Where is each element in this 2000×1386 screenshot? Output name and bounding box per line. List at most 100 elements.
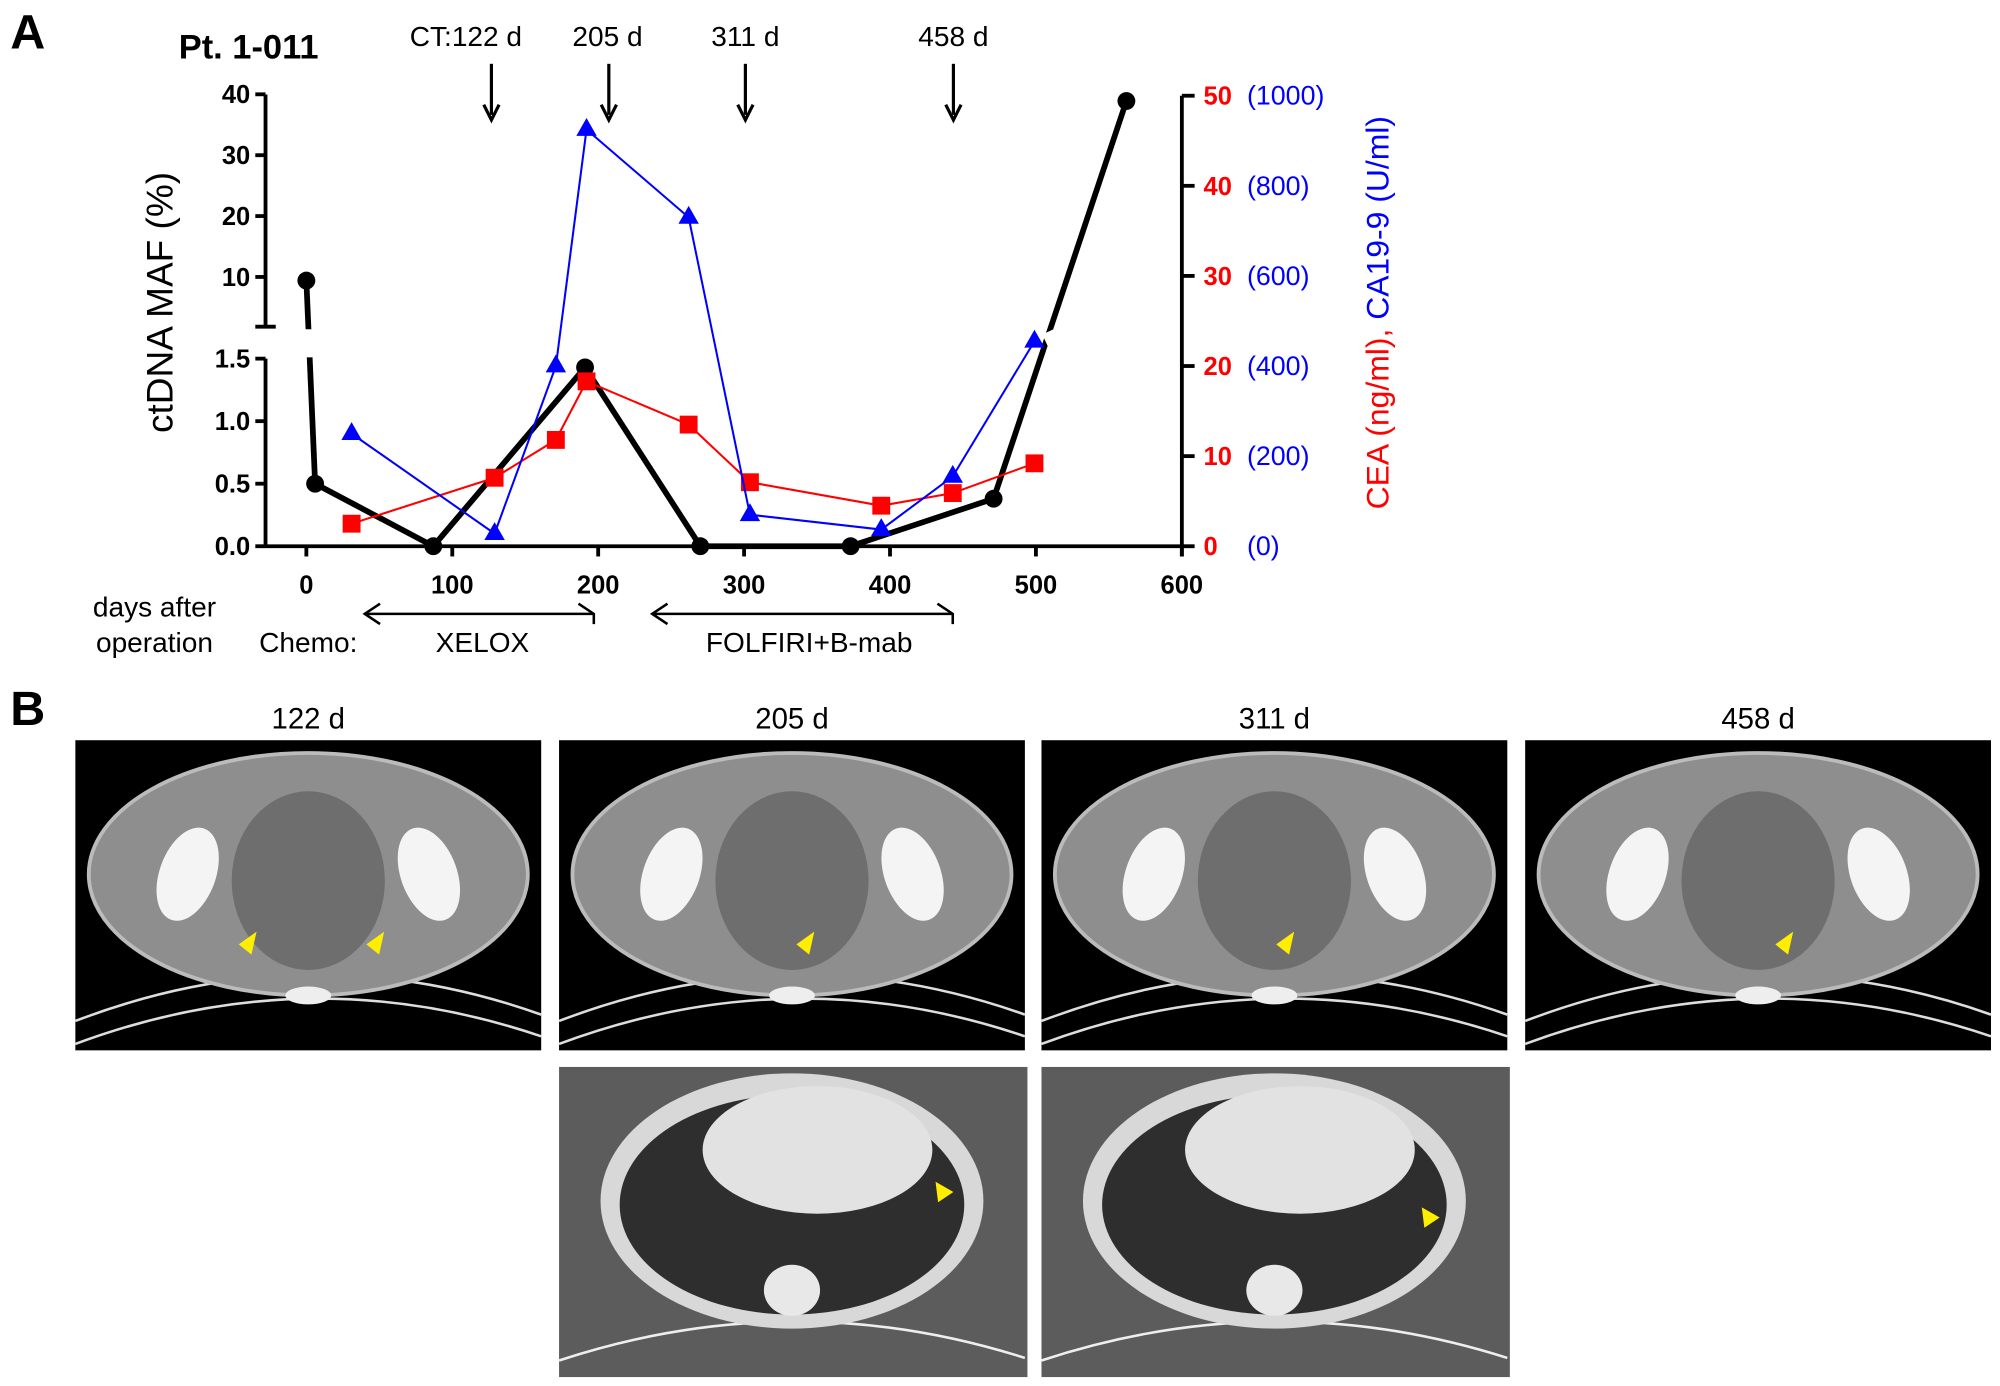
lesion-arrowhead-icon <box>796 931 815 955</box>
series-line-segment <box>990 100 1130 500</box>
timepoint-label: 205 d <box>755 703 828 736</box>
data-point-ctdna <box>576 358 594 377</box>
x-tick-label: 0 <box>299 571 313 599</box>
data-point-cea <box>1025 454 1044 473</box>
right-tick-label-cea: 30 <box>1204 263 1232 291</box>
xaxis-caption-line1: days after <box>93 591 216 622</box>
chemo-regimen-label: XELOX <box>436 627 530 658</box>
series-line-segment <box>431 365 588 549</box>
series-line-segment <box>554 380 588 441</box>
x-tick-label: 100 <box>431 571 474 599</box>
data-point-cea <box>485 468 504 487</box>
y-tick-label: 1.5 <box>215 346 250 374</box>
right-tick-label-ca199: (800) <box>1247 171 1310 201</box>
panel-b-label: B <box>10 682 45 736</box>
lesion-arrowhead-icon <box>1276 931 1295 955</box>
series-line-segment <box>586 380 690 426</box>
right-tick-label-ca199: (1000) <box>1247 81 1324 111</box>
right-tick-label-cea: 10 <box>1204 443 1232 471</box>
pelvic-ct-image <box>558 740 1026 1051</box>
line-break-gap <box>296 329 317 358</box>
series-line-segment <box>849 495 995 549</box>
series-line-segment <box>749 513 882 531</box>
data-point-ca199 <box>739 503 761 522</box>
y-tick-label: 0.0 <box>215 533 250 561</box>
arrowhead-icon <box>944 103 963 124</box>
right-tick-label-cea: 0 <box>1204 533 1218 561</box>
data-point-cea <box>342 514 361 533</box>
right-axis-title-ca199: CA19-9 (U/ml) <box>1360 116 1396 320</box>
series-line-segment <box>493 365 557 534</box>
lesion-arrowhead-icon <box>1775 931 1794 955</box>
x-tick-label: 600 <box>1161 571 1204 599</box>
arrowhead-icon <box>736 103 755 124</box>
pelvic-ct-image <box>74 740 542 1051</box>
series-line-segment <box>351 432 496 535</box>
data-point-ca199 <box>576 118 597 136</box>
data-point-ctdna <box>984 489 1003 508</box>
ct-marker-label: CT:122 d <box>410 21 522 52</box>
series-line-segment <box>582 365 703 548</box>
data-point-ctdna <box>306 474 325 493</box>
pelvic-ct-image <box>1524 740 1992 1051</box>
chest-ct-image <box>1041 1066 1510 1378</box>
right-tick-label-ca199: (400) <box>1247 351 1310 381</box>
data-point-cea <box>679 415 698 434</box>
data-point-ctdna <box>1117 92 1136 110</box>
chemo-label: Chemo: <box>259 627 357 658</box>
data-point-ctdna <box>297 271 316 290</box>
data-point-cea <box>577 372 596 391</box>
left-axis-title: ctDNA MAF (%) <box>138 172 180 433</box>
y-tick-label: 0.5 <box>215 471 250 499</box>
data-point-ca199 <box>545 354 567 373</box>
ct-marker-label: 205 d <box>572 21 642 52</box>
data-point-ca199 <box>942 464 963 483</box>
right-axis-title-cea: CEA (ng/ml), <box>1360 320 1396 510</box>
series-line-segment <box>952 462 1035 495</box>
y-tick-label: 20 <box>222 203 250 231</box>
lesion-arrowhead-icon <box>366 931 385 955</box>
y-tick-label: 10 <box>222 264 250 292</box>
series-line-segment <box>881 492 953 507</box>
series-line-segment <box>687 423 751 484</box>
arrowhead-icon <box>599 103 618 124</box>
data-point-ca199 <box>678 205 699 224</box>
series-line-segment <box>880 475 954 531</box>
right-tick-label-ca199: (0) <box>1247 531 1280 561</box>
series-line-segment <box>351 476 495 525</box>
right-axis-title: CEA (ng/ml), CA19-9 (U/ml) <box>1360 116 1396 509</box>
arrow-left-icon <box>362 602 381 626</box>
data-point-ca199 <box>871 518 892 536</box>
series-line-segment <box>494 439 557 479</box>
chart-title: Pt. 1-011 <box>179 29 319 67</box>
arrow-right-icon <box>936 602 955 625</box>
series-line-segment <box>313 481 435 549</box>
series-line-segment <box>554 129 588 367</box>
right-tick-label-ca199: (200) <box>1247 441 1310 471</box>
data-point-cea <box>546 430 565 449</box>
right-tick-label-cea: 50 <box>1204 83 1232 111</box>
x-tick-label: 500 <box>1015 571 1058 599</box>
chart-area: 0 100 200 300 400 500 6000.00.51.01.5102030400… <box>215 21 1325 658</box>
pelvic-ct-image <box>1041 740 1508 1051</box>
series-line-segment <box>687 217 751 515</box>
data-point-ctdna <box>691 537 710 556</box>
arrow-right-icon <box>577 602 596 625</box>
x-tick-label: 400 <box>869 571 912 599</box>
data-point-cea <box>943 484 962 503</box>
right-tick-label-ca199: (600) <box>1247 261 1310 291</box>
chest-ct-image <box>558 1066 1028 1378</box>
chemo-regimen-label: FOLFIRI+B-mab <box>706 627 913 658</box>
series-line-segment <box>951 340 1036 477</box>
series-line-segment <box>303 280 318 484</box>
lesion-arrowhead-icon <box>238 931 257 955</box>
arrowhead-icon <box>482 103 501 124</box>
data-point-cea <box>741 473 759 492</box>
right-tick-label-cea: 20 <box>1204 353 1232 381</box>
data-point-ca199 <box>1024 329 1045 348</box>
timepoint-label: 122 d <box>272 703 345 736</box>
data-point-ctdna <box>424 537 443 556</box>
timepoint-label: 311 d <box>1239 703 1310 736</box>
data-point-cea <box>872 496 891 515</box>
